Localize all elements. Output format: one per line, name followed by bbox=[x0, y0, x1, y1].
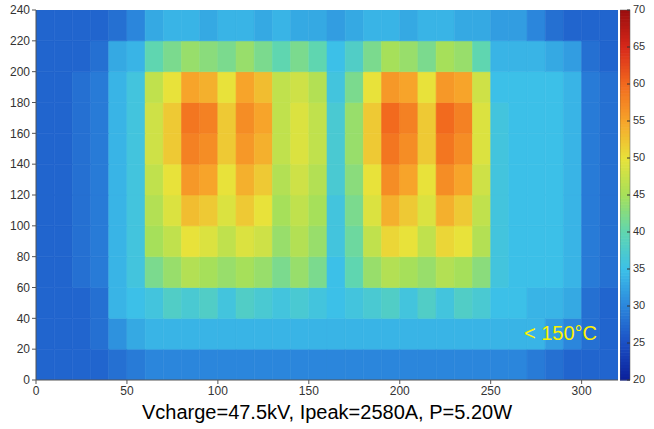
svg-text:120: 120 bbox=[10, 188, 30, 202]
svg-text:35: 35 bbox=[633, 262, 645, 274]
svg-text:250: 250 bbox=[481, 384, 501, 398]
svg-text:100: 100 bbox=[10, 219, 30, 233]
svg-text:20: 20 bbox=[633, 373, 645, 385]
svg-text:300: 300 bbox=[572, 384, 592, 398]
svg-text:150: 150 bbox=[299, 384, 319, 398]
svg-text:220: 220 bbox=[10, 34, 30, 48]
svg-text:140: 140 bbox=[10, 157, 30, 171]
svg-text:70: 70 bbox=[633, 3, 645, 15]
svg-text:160: 160 bbox=[10, 127, 30, 141]
svg-text:200: 200 bbox=[390, 384, 410, 398]
svg-text:50: 50 bbox=[120, 384, 134, 398]
svg-text:50: 50 bbox=[633, 151, 645, 163]
svg-text:55: 55 bbox=[633, 114, 645, 126]
svg-text:180: 180 bbox=[10, 96, 30, 110]
svg-text:200: 200 bbox=[10, 65, 30, 79]
html-text:Vcharge=47.5kV, Ipeak=2580A, P: Vcharge=47.5kV, Ipeak=2580A, P=5.20W bbox=[142, 401, 512, 423]
svg-text:40: 40 bbox=[633, 225, 645, 237]
svg-text:20: 20 bbox=[17, 342, 31, 356]
svg-text:30: 30 bbox=[633, 299, 645, 311]
svg-text:60: 60 bbox=[633, 77, 645, 89]
html-text:< 150°C: < 150°C bbox=[524, 322, 597, 344]
svg-text:25: 25 bbox=[633, 336, 645, 348]
svg-text:0: 0 bbox=[23, 373, 30, 387]
svg-text:80: 80 bbox=[17, 250, 31, 264]
svg-text:45: 45 bbox=[633, 188, 645, 200]
svg-text:60: 60 bbox=[17, 281, 31, 295]
svg-text:240: 240 bbox=[10, 3, 30, 17]
svg-text:0: 0 bbox=[33, 384, 40, 398]
svg-text:65: 65 bbox=[633, 40, 645, 52]
svg-text:40: 40 bbox=[17, 312, 31, 326]
svg-text:100: 100 bbox=[208, 384, 228, 398]
